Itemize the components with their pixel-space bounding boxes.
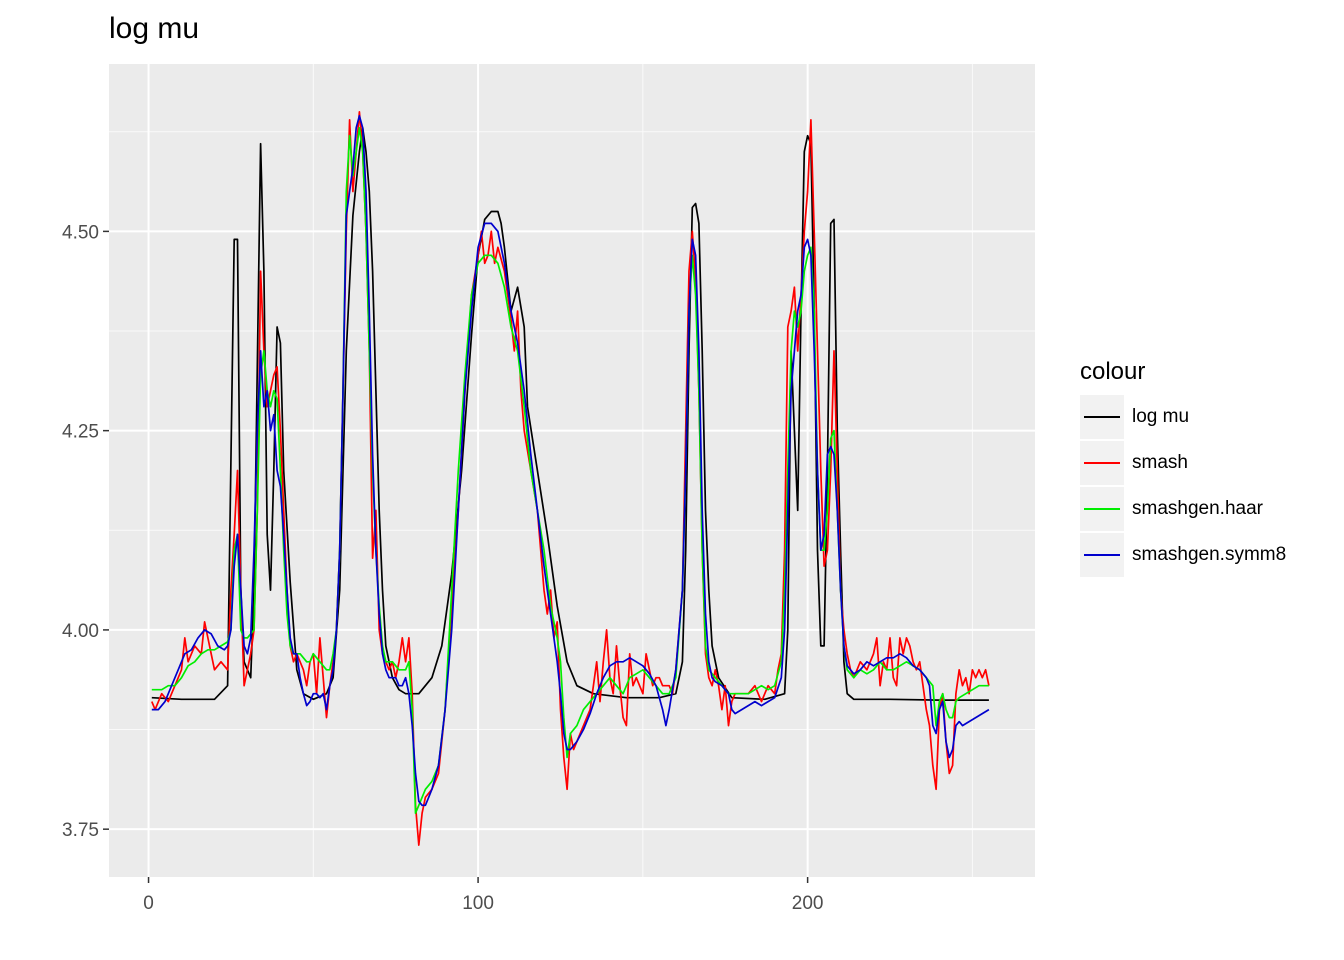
legend-swatch [1084, 508, 1120, 510]
legend-title: colour [1080, 358, 1146, 385]
legend-item-smash: smash [1080, 440, 1286, 486]
legend-item-smashgen-haar: smashgen.haar [1080, 486, 1286, 532]
legend-label: smash [1132, 452, 1188, 473]
x-tick-label: 100 [462, 893, 494, 914]
legend-label: log mu [1132, 406, 1190, 427]
legend-swatch [1084, 462, 1120, 464]
y-tick-label: 4.00 [62, 621, 99, 642]
axis-ticks [103, 230, 809, 883]
legend-label: smashgen.haar [1132, 498, 1263, 519]
series-line-smashgen-symm8 [151, 114, 990, 807]
legend-key [1080, 487, 1124, 531]
y-tick-label: 3.75 [62, 820, 99, 841]
chart-title: log mu [109, 12, 200, 45]
grid-major [109, 64, 1035, 877]
x-tick-label: 200 [792, 893, 824, 914]
legend: colour log mu smash smashgen.haar smashg… [1080, 358, 1286, 578]
legend-key [1080, 395, 1124, 439]
series-lines [151, 110, 990, 846]
y-tick-label: 4.50 [62, 222, 99, 243]
legend-item-smashgen-symm8: smashgen.symm8 [1080, 532, 1286, 578]
tick-labels: 0 100 200 3.75 4.00 4.25 4.50 [62, 222, 823, 914]
series-line-log-mu [151, 126, 989, 701]
plot-panel [109, 64, 1035, 877]
legend-swatch [1084, 554, 1120, 556]
legend-key [1080, 533, 1124, 577]
legend-item-log-mu: log mu [1080, 394, 1286, 440]
legend-swatch [1084, 416, 1120, 418]
legend-label: smashgen.symm8 [1132, 544, 1287, 565]
legend-key [1080, 441, 1124, 485]
x-tick-label: 0 [143, 893, 154, 914]
y-tick-label: 4.25 [62, 422, 99, 443]
